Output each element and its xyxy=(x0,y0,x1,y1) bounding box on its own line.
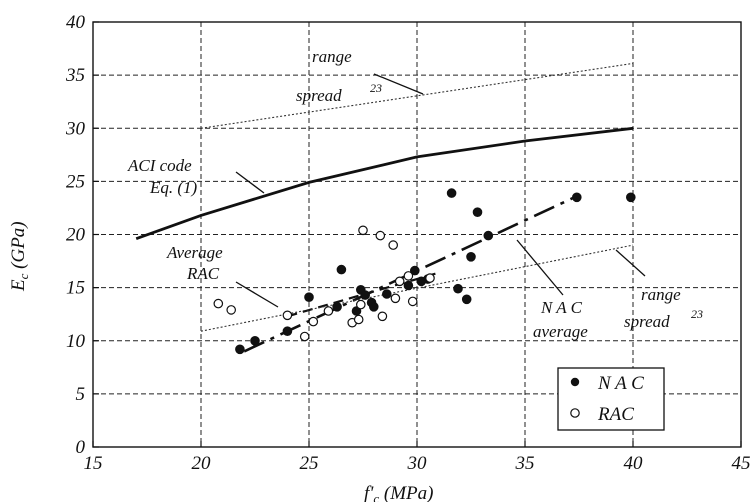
point-rac xyxy=(355,299,366,310)
point-rac xyxy=(390,293,401,304)
point-nac xyxy=(250,335,260,346)
y-tick-label: 25 xyxy=(66,171,85,192)
legend-label-nac: N A C xyxy=(597,373,644,394)
y-axis-title: Ec (GPa) xyxy=(8,221,31,292)
point-nac xyxy=(235,344,245,355)
point-rac xyxy=(358,225,368,236)
point-nac xyxy=(472,207,483,217)
point-rac xyxy=(394,276,405,287)
y-tick-label: 10 xyxy=(66,331,86,352)
x-tick-label: 20 xyxy=(192,453,212,474)
point-rac xyxy=(226,305,236,315)
annotation-pointer xyxy=(235,171,265,194)
y-tick-label: 5 xyxy=(76,384,86,405)
point-rac xyxy=(377,311,388,322)
legend-label-rac: RAC xyxy=(597,404,634,425)
point-rac xyxy=(353,314,364,325)
point-nac xyxy=(453,283,463,294)
line-aci xyxy=(135,126,634,241)
point-rac xyxy=(407,296,418,307)
line-nac-average xyxy=(243,194,580,353)
x-tick-label: 15 xyxy=(84,453,103,474)
annotation-range-spread-lower: range spread 23 xyxy=(615,249,703,331)
legend-marker-nac xyxy=(570,377,580,387)
legend-marker-rac xyxy=(570,408,580,418)
point-rac xyxy=(388,240,398,250)
annotation-text: Eq. (1) xyxy=(149,178,198,197)
point-rac xyxy=(213,298,224,309)
point-rac xyxy=(282,310,293,321)
point-nac xyxy=(282,326,293,336)
x-tick-label: 30 xyxy=(407,453,428,474)
y-tick-label: 15 xyxy=(66,278,85,299)
annotation-text: range xyxy=(641,285,681,304)
point-nac xyxy=(625,192,636,203)
point-nac xyxy=(483,230,494,241)
point-rac xyxy=(323,306,334,316)
line-range-upper xyxy=(200,62,634,129)
point-nac xyxy=(368,301,379,312)
x-tick-label: 40 xyxy=(624,453,644,474)
point-nac xyxy=(403,280,414,291)
point-nac xyxy=(466,251,476,262)
x-axis-title: f'c (MPa) xyxy=(364,483,433,502)
annotation-pointer xyxy=(235,281,279,308)
reference-lines xyxy=(135,62,634,353)
y-tick-label: 20 xyxy=(66,225,86,246)
annotation-pointer xyxy=(615,249,646,277)
annotation-text: spread xyxy=(624,312,670,331)
line-range-lower xyxy=(200,244,634,332)
annotation-text: RAC xyxy=(186,264,220,283)
annotation-superscript: 23 xyxy=(370,81,382,95)
annotation-text: average xyxy=(533,322,588,341)
point-nac xyxy=(461,294,472,305)
annotation-average-rac: Average RAC xyxy=(166,243,279,308)
annotation-text: N A C xyxy=(540,298,583,317)
point-rac xyxy=(425,273,435,283)
annotation-nac-average: N A C average xyxy=(516,239,588,341)
annotation-aci-code: ACI code Eq. (1) xyxy=(127,156,265,197)
y-tick-label: 40 xyxy=(66,12,86,33)
point-nac xyxy=(304,292,314,302)
point-rac xyxy=(299,331,310,342)
y-tick-label: 0 xyxy=(76,437,86,458)
legend: N A C RAC xyxy=(557,367,665,431)
point-nac xyxy=(336,264,347,275)
point-nac xyxy=(360,290,370,300)
line-rac-average xyxy=(287,271,439,318)
annotation-range-spread-upper: range spread 23 xyxy=(296,47,424,105)
annotation-pointer xyxy=(516,239,564,296)
y-tick-label: 35 xyxy=(65,65,85,86)
annotation-superscript: 23 xyxy=(691,307,703,321)
point-nac xyxy=(332,301,342,312)
point-nac xyxy=(571,192,582,203)
x-tick-label: 45 xyxy=(732,453,751,474)
point-nac xyxy=(446,188,457,198)
point-nac xyxy=(409,265,420,276)
point-rac xyxy=(308,316,319,327)
y-tick-label: 30 xyxy=(65,118,86,139)
annotation-text: Average xyxy=(166,243,223,262)
annotation-text: range xyxy=(312,47,352,66)
annotation-pointer xyxy=(373,73,424,95)
data-points xyxy=(213,188,636,355)
point-rac xyxy=(403,271,414,281)
x-tick-label: 35 xyxy=(515,453,535,474)
annotation-text: ACI code xyxy=(127,156,192,175)
point-nac xyxy=(381,289,392,299)
point-nac xyxy=(351,306,362,316)
x-tick-label: 25 xyxy=(300,453,319,474)
annotation-text: spread xyxy=(296,86,342,105)
axis-ticks: 15 20 25 30 35 40 45 0 5 10 15 20 25 30 35 40 xyxy=(65,12,751,474)
point-rac xyxy=(375,230,386,241)
